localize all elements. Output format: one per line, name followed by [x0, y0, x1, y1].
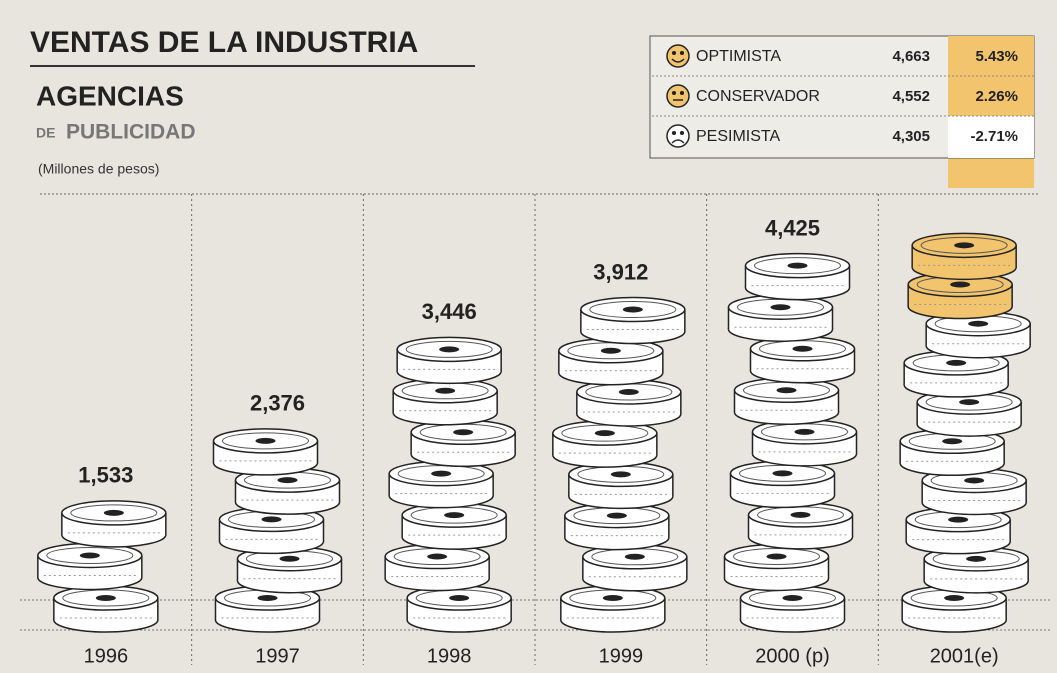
- coin-sign: [439, 346, 459, 352]
- coin-sign: [791, 512, 811, 518]
- coin-stack: [214, 429, 342, 632]
- coin-sign: [793, 346, 813, 352]
- coin-sign: [601, 348, 621, 354]
- coin-sign: [948, 517, 968, 523]
- coin-sign: [435, 388, 455, 394]
- coin-sign: [80, 552, 100, 558]
- sad-icon: [667, 125, 689, 147]
- scenario-name: CONSERVADOR: [696, 88, 820, 105]
- coin-sign: [968, 321, 988, 327]
- coin-stack: [900, 233, 1030, 632]
- scenario-value: 4,305: [892, 128, 930, 145]
- value-label: 1,533: [78, 463, 133, 488]
- coin-sign: [623, 307, 643, 313]
- coin-sign: [595, 430, 615, 436]
- value-label: 2,376: [250, 391, 305, 416]
- coin-sign: [773, 470, 793, 476]
- coin-sign: [444, 512, 464, 518]
- value-label: 4,425: [765, 215, 820, 240]
- coin-stack: [725, 254, 857, 632]
- value-label: 3,446: [422, 299, 477, 324]
- x-tick-label: 1997: [255, 645, 300, 667]
- subtitle-rest: PUBLICIDAD: [66, 121, 196, 144]
- coin-stack: [553, 298, 687, 632]
- coin-sign: [280, 556, 300, 562]
- coin-sign: [783, 595, 803, 601]
- coin-sign: [449, 595, 469, 601]
- coin-stack: [38, 501, 166, 632]
- unit-note: (Millones de pesos): [38, 161, 159, 177]
- coin-sign: [795, 429, 815, 435]
- coin-sign: [96, 595, 116, 601]
- scenario-name: OPTIMISTA: [696, 48, 781, 65]
- subtitle: AGENCIAS: [36, 80, 184, 111]
- subtitle-prefix: DE: [36, 125, 55, 141]
- smiley-icon: [667, 45, 689, 67]
- scenario-change: 5.43%: [975, 48, 1018, 65]
- coin-sign: [611, 471, 631, 477]
- scenario-value: 4,663: [892, 48, 930, 65]
- coin-sign: [625, 554, 645, 560]
- coin-sign: [950, 282, 970, 288]
- x-tick-label: 1998: [427, 645, 472, 667]
- coin-sign: [944, 595, 964, 601]
- coin-sign: [954, 242, 974, 248]
- scenario-change: -2.71%: [970, 128, 1018, 145]
- highlight-strip: [948, 158, 1034, 188]
- x-tick-label: 1996: [84, 645, 129, 667]
- chart: VENTAS DE LA INDUSTRIA AGENCIAS DE PUBLI…: [0, 0, 1057, 673]
- scenario-change: 2.26%: [975, 88, 1018, 105]
- x-tick-label: 2001(e): [930, 645, 999, 667]
- scenario-value: 4,552: [892, 88, 930, 105]
- coin-sign: [603, 595, 623, 601]
- coin-sign: [966, 556, 986, 562]
- coin-sign: [946, 360, 966, 366]
- coin-sign: [256, 438, 276, 444]
- coin-sign: [771, 304, 791, 310]
- x-tick-label: 2000 (p): [755, 645, 830, 667]
- neutral-icon: [667, 85, 689, 107]
- coin-sign: [262, 516, 282, 522]
- coin-sign: [959, 399, 979, 405]
- coin-stack: [385, 337, 515, 632]
- scenario-name: PESIMISTA: [696, 128, 780, 145]
- coin-sign: [767, 553, 787, 559]
- coin-sign: [777, 387, 797, 393]
- coin-sign: [619, 389, 639, 395]
- value-label: 3,912: [593, 259, 648, 284]
- coin-sign: [278, 477, 298, 483]
- coin-sign: [964, 477, 984, 483]
- coin-sign: [431, 471, 451, 477]
- chart-title: VENTAS DE LA INDUSTRIA: [30, 26, 418, 59]
- coin-sign: [104, 510, 124, 516]
- coin-sign: [607, 513, 627, 519]
- coin-sign: [258, 595, 278, 601]
- x-tick-label: 1999: [599, 645, 644, 667]
- coin-sign: [788, 263, 808, 269]
- coin-sign: [942, 438, 962, 444]
- coin-sign: [453, 429, 473, 435]
- coin-sign: [427, 554, 447, 560]
